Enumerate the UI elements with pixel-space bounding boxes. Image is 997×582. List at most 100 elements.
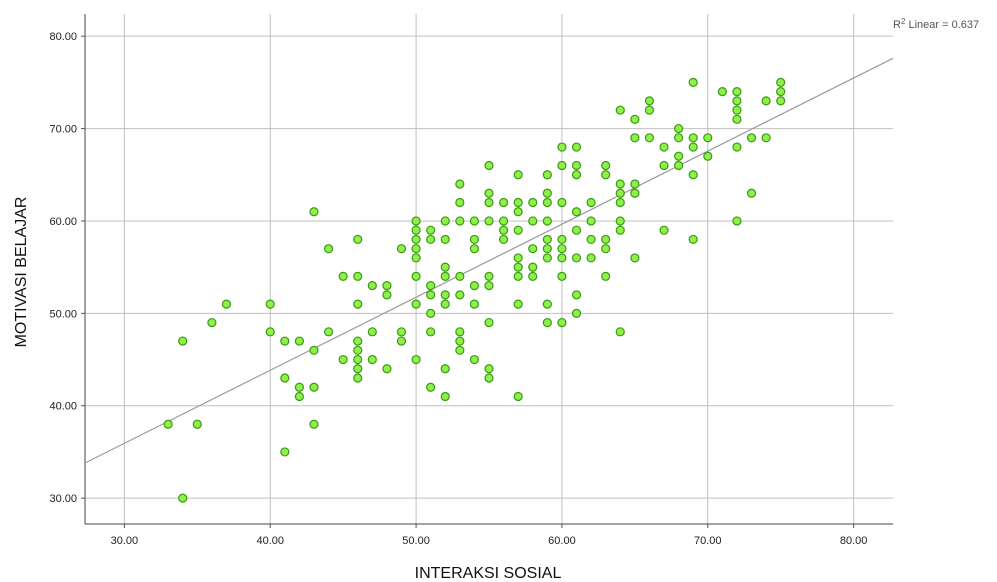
data-point xyxy=(586,253,596,263)
data-point xyxy=(528,216,538,226)
y-axis-title: MOTIVASI BELAJAR xyxy=(13,197,30,348)
data-point xyxy=(776,87,786,97)
data-point xyxy=(455,327,465,337)
data-point xyxy=(586,197,596,208)
data-point xyxy=(571,142,582,152)
y-tick-label: 50.00 xyxy=(49,308,77,320)
data-point xyxy=(513,391,523,402)
x-axis-title: INTERAKSI SOSIAL xyxy=(415,565,562,582)
data-point xyxy=(630,133,640,143)
data-point xyxy=(411,234,421,245)
data-point xyxy=(601,234,611,245)
data-point xyxy=(601,170,611,180)
fit-line-group xyxy=(84,57,894,464)
data-point xyxy=(426,290,436,300)
data-point xyxy=(426,308,436,318)
r2-linear-label: R2 Linear = 0.637 xyxy=(893,17,979,31)
data-point xyxy=(367,281,377,291)
data-point xyxy=(221,299,232,309)
data-point xyxy=(426,327,436,337)
data-point xyxy=(630,179,640,189)
data-point xyxy=(557,244,567,254)
data-point xyxy=(163,419,173,429)
data-point xyxy=(484,188,494,198)
data-point xyxy=(513,197,523,208)
data-point xyxy=(542,253,552,263)
data-point xyxy=(615,327,625,337)
data-point xyxy=(411,216,421,226)
data-point xyxy=(396,244,407,254)
data-point xyxy=(674,133,684,143)
y-tick-label: 80.00 xyxy=(49,31,77,43)
data-point xyxy=(513,207,523,217)
data-point xyxy=(542,197,552,208)
data-point xyxy=(411,225,421,235)
data-point xyxy=(674,151,684,161)
y-tick-label: 70.00 xyxy=(49,124,77,136)
data-point xyxy=(309,345,319,355)
data-point xyxy=(484,216,494,226)
y-tick-label: 30.00 xyxy=(49,493,77,505)
data-point xyxy=(396,336,407,346)
data-point xyxy=(484,281,494,291)
data-point xyxy=(353,364,363,374)
data-point xyxy=(498,216,509,226)
data-point xyxy=(469,354,480,365)
data-point xyxy=(309,382,319,392)
data-point xyxy=(557,317,567,328)
data-point xyxy=(732,96,742,106)
data-point xyxy=(746,188,757,198)
data-point xyxy=(426,382,436,392)
data-point xyxy=(484,317,494,328)
data-point xyxy=(659,160,669,171)
data-point xyxy=(615,197,625,208)
data-point xyxy=(571,225,582,235)
data-point xyxy=(469,299,480,309)
data-point xyxy=(338,354,348,365)
data-point xyxy=(674,160,684,171)
data-point xyxy=(469,281,480,291)
data-point xyxy=(484,160,494,171)
data-point xyxy=(455,336,465,346)
data-point xyxy=(703,151,713,161)
data-point xyxy=(557,271,567,281)
data-point xyxy=(644,133,655,143)
data-point xyxy=(542,170,552,180)
data-point xyxy=(440,299,450,309)
data-point xyxy=(411,253,421,263)
data-point xyxy=(411,244,421,254)
data-point xyxy=(382,281,392,291)
data-point xyxy=(557,160,567,171)
data-point xyxy=(455,216,465,226)
data-point xyxy=(717,87,727,97)
data-point xyxy=(484,373,494,383)
data-point xyxy=(746,133,757,143)
data-point xyxy=(542,188,552,198)
data-point xyxy=(411,271,421,281)
data-point xyxy=(688,133,698,143)
data-point xyxy=(732,105,742,115)
data-point xyxy=(659,225,669,235)
data-point xyxy=(469,216,480,226)
data-point xyxy=(615,225,625,235)
data-point xyxy=(557,234,567,245)
data-point xyxy=(280,336,290,346)
y-tick-label: 60.00 xyxy=(49,216,77,228)
data-point xyxy=(557,142,567,152)
data-point xyxy=(688,142,698,152)
data-point xyxy=(615,105,625,115)
data-point xyxy=(601,244,611,254)
data-point xyxy=(309,207,319,217)
data-point xyxy=(353,234,363,245)
data-point xyxy=(630,253,640,263)
data-point xyxy=(674,123,684,134)
data-point xyxy=(630,188,640,198)
data-point xyxy=(498,225,509,235)
data-point xyxy=(732,114,742,124)
data-point xyxy=(411,299,421,309)
data-point xyxy=(688,234,698,245)
data-point xyxy=(440,391,450,402)
data-point xyxy=(557,197,567,208)
data-point xyxy=(440,262,450,272)
